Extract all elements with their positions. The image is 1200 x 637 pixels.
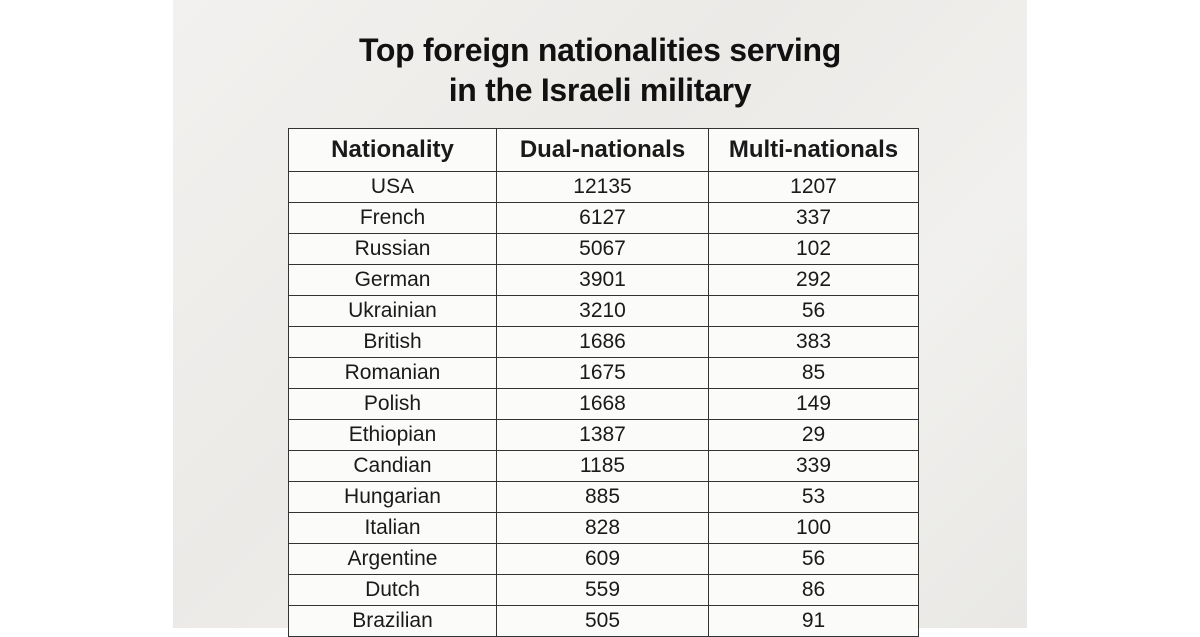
nationality-cell: Russian [288, 233, 497, 265]
table-row: Ethiopian 1387 29 [288, 419, 919, 451]
table-row: French 6127 337 [288, 202, 919, 234]
multi-nationals-cell: 100 [708, 512, 919, 544]
table-row: Argentine 609 56 [288, 543, 919, 575]
dual-nationals-cell: 3210 [496, 295, 709, 327]
multi-nationals-cell: 53 [708, 481, 919, 513]
multi-nationals-cell: 292 [708, 264, 919, 296]
multi-nationals-cell: 149 [708, 388, 919, 420]
nationality-cell: Romanian [288, 357, 497, 389]
dual-nationals-cell: 1686 [496, 326, 709, 358]
nationality-cell: Candian [288, 450, 497, 482]
multi-nationals-cell: 383 [708, 326, 919, 358]
table-row: German 3901 292 [288, 264, 919, 296]
paper-panel: Top foreign nationalities serving in the… [173, 0, 1027, 637]
multi-nationals-cell: 86 [708, 574, 919, 606]
multi-nationals-cell: 337 [708, 202, 919, 234]
table-row: Polish 1668 149 [288, 388, 919, 420]
table-row: USA 12135 1207 [288, 171, 919, 203]
table-row: Brazilian 505 91 [288, 605, 919, 637]
table-row: Russian 5067 102 [288, 233, 919, 265]
nationality-cell: Ukrainian [288, 295, 497, 327]
multi-nationals-cell: 1207 [708, 171, 919, 203]
dual-nationals-cell: 12135 [496, 171, 709, 203]
nationalities-table: Nationality Dual-nationals Multi-nationa… [288, 128, 919, 637]
dual-nationals-cell: 885 [496, 481, 709, 513]
column-header-multi-nationals: Multi-nationals [708, 128, 919, 172]
nationality-cell: British [288, 326, 497, 358]
dual-nationals-cell: 559 [496, 574, 709, 606]
dual-nationals-cell: 6127 [496, 202, 709, 234]
table-row: Hungarian 885 53 [288, 481, 919, 513]
dual-nationals-cell: 609 [496, 543, 709, 575]
dual-nationals-cell: 3901 [496, 264, 709, 296]
table-header-row: Nationality Dual-nationals Multi-nationa… [288, 128, 919, 172]
dual-nationals-cell: 828 [496, 512, 709, 544]
multi-nationals-cell: 85 [708, 357, 919, 389]
table-row: Ukrainian 3210 56 [288, 295, 919, 327]
nationality-cell: Dutch [288, 574, 497, 606]
title-line-2: in the Israeli military [448, 72, 752, 108]
dual-nationals-cell: 5067 [496, 233, 709, 265]
nationality-cell: USA [288, 171, 497, 203]
nationality-cell: Brazilian [288, 605, 497, 637]
nationality-cell: Italian [288, 512, 497, 544]
multi-nationals-cell: 102 [708, 233, 919, 265]
multi-nationals-cell: 339 [708, 450, 919, 482]
dual-nationals-cell: 1185 [496, 450, 709, 482]
multi-nationals-cell: 91 [708, 605, 919, 637]
dual-nationals-cell: 1387 [496, 419, 709, 451]
table-row: Romanian 1675 85 [288, 357, 919, 389]
nationality-cell: Ethiopian [288, 419, 497, 451]
nationality-cell: German [288, 264, 497, 296]
multi-nationals-cell: 56 [708, 295, 919, 327]
dual-nationals-cell: 1668 [496, 388, 709, 420]
column-header-nationality: Nationality [288, 128, 497, 172]
column-header-dual-nationals: Dual-nationals [496, 128, 709, 172]
table-row: Dutch 559 86 [288, 574, 919, 606]
dual-nationals-cell: 505 [496, 605, 709, 637]
title-line-1: Top foreign nationalities serving [358, 32, 841, 68]
table-row: British 1686 383 [288, 326, 919, 358]
nationality-cell: Hungarian [288, 481, 497, 513]
nationality-cell: French [288, 202, 497, 234]
page-title: Top foreign nationalities serving in the… [173, 30, 1027, 110]
table-row: Candian 1185 339 [288, 450, 919, 482]
multi-nationals-cell: 29 [708, 419, 919, 451]
multi-nationals-cell: 56 [708, 543, 919, 575]
table-row: Italian 828 100 [288, 512, 919, 544]
nationality-cell: Polish [288, 388, 497, 420]
nationality-cell: Argentine [288, 543, 497, 575]
dual-nationals-cell: 1675 [496, 357, 709, 389]
